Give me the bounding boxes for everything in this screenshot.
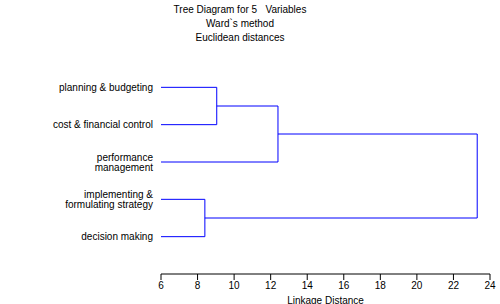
html-text:Euclidean distances: Euclidean distances xyxy=(195,32,285,43)
svg-text:12: 12 xyxy=(265,280,277,291)
html-text:Tree Diagram for 5 Variables: Tree Diagram for 5 Variables xyxy=(173,4,307,15)
svg-text:cost & financial control: cost & financial control xyxy=(53,119,153,130)
svg-text:6: 6 xyxy=(158,280,164,291)
svg-text:14: 14 xyxy=(302,280,314,291)
svg-text:planning & budgeting: planning & budgeting xyxy=(59,82,153,93)
svg-text:16: 16 xyxy=(338,280,350,291)
svg-text:decision making: decision making xyxy=(81,231,153,242)
svg-text:implementing &formulating stra: implementing &formulating strategy xyxy=(65,189,153,210)
svg-text:24: 24 xyxy=(484,280,492,291)
html-text:Ward`s method: Ward`s method xyxy=(206,18,274,29)
svg-text:10: 10 xyxy=(229,280,241,291)
svg-text:8: 8 xyxy=(195,280,201,291)
svg-text:performancemanagement: performancemanagement xyxy=(95,152,154,173)
svg-text:18: 18 xyxy=(375,280,387,291)
svg-text:22: 22 xyxy=(448,280,460,291)
svg-text:Linkage Distance: Linkage Distance xyxy=(287,295,364,304)
svg-text:20: 20 xyxy=(411,280,423,291)
